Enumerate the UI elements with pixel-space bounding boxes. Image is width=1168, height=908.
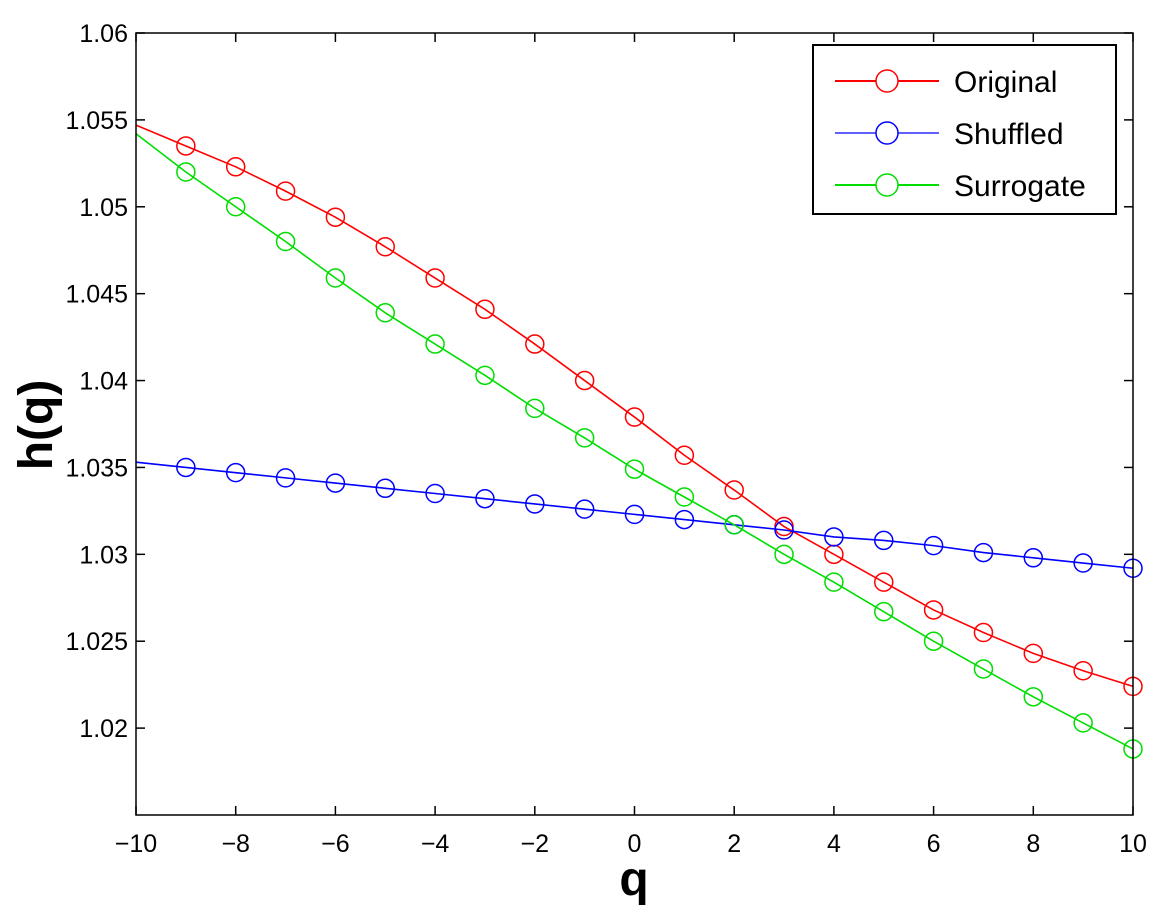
data-point-original (973, 622, 994, 643)
legend-swatch-marker (875, 69, 899, 93)
legend-label: Surrogate (954, 170, 1086, 203)
y-tick-label: 1.04 (79, 368, 128, 396)
data-point-shuffled (475, 488, 495, 509)
data-point-surrogate (724, 515, 744, 535)
data-point-surrogate (1023, 687, 1044, 707)
y-axis-label: h(q) (10, 380, 63, 471)
y-tick-label: 1.06 (79, 20, 128, 48)
data-point-shuffled (624, 504, 645, 525)
y-tick-label: 1.05 (79, 194, 128, 222)
ticks-layer: −10 −8 −6 −4 −2 0 2 4 6 8 10 1.02 1.025 1.03 1.035 1.04… (65, 20, 1146, 858)
data-point-shuffled (1073, 553, 1093, 573)
data-point-original (475, 299, 495, 320)
data-point-original (1023, 643, 1044, 664)
x-tick-label: −2 (521, 830, 550, 858)
data-point-shuffled (1023, 548, 1044, 568)
x-tick-label: 8 (1026, 830, 1040, 858)
data-point-shuffled (225, 462, 246, 483)
legend-entry-surrogate: Surrogate (835, 170, 1086, 203)
data-point-original (1073, 661, 1093, 681)
data-point-surrogate (375, 303, 395, 323)
x-tick-label: 0 (628, 830, 642, 858)
data-point-shuffled (275, 468, 296, 488)
legend-label: Original (954, 66, 1057, 99)
data-point-shuffled (874, 530, 894, 551)
legend-label: Shuffled (954, 118, 1064, 151)
data-point-original (425, 268, 445, 288)
data-point-original (674, 445, 695, 466)
y-tick-label: 1.055 (65, 107, 128, 135)
legend-entry-original: Original (835, 66, 1057, 99)
data-point-surrogate (325, 268, 346, 288)
legend: Original Shuffled Surrogate (812, 44, 1117, 215)
data-point-shuffled (425, 483, 445, 504)
data-point-surrogate (425, 334, 445, 354)
data-point-original (574, 370, 595, 391)
y-tick-label: 1.03 (79, 541, 128, 569)
x-tick-label: −10 (115, 830, 157, 858)
data-point-surrogate (525, 398, 545, 419)
data-point-surrogate (275, 231, 296, 252)
data-point-original (525, 334, 545, 354)
data-point-shuffled (674, 509, 695, 530)
data-point-surrogate (774, 544, 794, 565)
data-point-shuffled (774, 520, 794, 540)
data-point-surrogate (624, 459, 645, 479)
data-point-shuffled (824, 527, 844, 547)
x-tick-label: 4 (827, 830, 841, 858)
series-line-surrogate (135, 133, 1134, 750)
x-tick-label: 2 (727, 830, 741, 858)
data-point-shuffled (325, 473, 346, 493)
data-point-original (176, 136, 196, 156)
legend-swatch-marker (875, 121, 899, 145)
series-layer (135, 124, 1143, 759)
data-point-original (325, 207, 346, 227)
data-point-original (923, 600, 944, 620)
data-point-original (624, 407, 645, 427)
data-point-shuffled (525, 494, 545, 514)
y-tick-label: 1.02 (79, 715, 128, 743)
data-point-shuffled (973, 542, 994, 563)
data-point-surrogate (225, 197, 246, 217)
x-tick-label: 10 (1119, 830, 1147, 858)
data-point-surrogate (475, 365, 495, 386)
data-point-surrogate (1073, 713, 1093, 733)
data-point-shuffled (923, 535, 944, 556)
y-tick-label: 1.025 (65, 628, 128, 656)
x-tick-label: −4 (421, 830, 450, 858)
legend-swatch-marker (875, 173, 899, 197)
series-line-original (135, 124, 1134, 688)
series-original (135, 124, 1143, 697)
x-tick-label: 6 (927, 830, 941, 858)
y-tick-label: 1.045 (65, 281, 128, 309)
data-point-original (225, 157, 246, 177)
data-point-surrogate (874, 601, 894, 622)
x-axis-label: q (619, 853, 648, 906)
data-point-surrogate (176, 162, 196, 182)
data-point-shuffled (176, 457, 196, 478)
x-tick-label: −6 (321, 830, 350, 858)
series-surrogate (135, 133, 1143, 759)
data-point-shuffled (574, 499, 595, 519)
data-point-original (874, 572, 894, 592)
data-point-original (724, 480, 744, 500)
data-point-shuffled (375, 478, 395, 499)
data-point-surrogate (973, 659, 994, 679)
y-tick-label: 1.035 (65, 454, 128, 482)
series-line-shuffled (135, 461, 1134, 570)
data-point-surrogate (923, 631, 944, 651)
legend-entry-shuffled: Shuffled (835, 118, 1064, 151)
x-tick-label: −8 (221, 830, 250, 858)
data-point-original (375, 236, 395, 257)
data-point-surrogate (824, 572, 844, 592)
data-point-surrogate (674, 487, 695, 507)
data-point-original (275, 181, 296, 201)
data-point-surrogate (574, 428, 595, 448)
